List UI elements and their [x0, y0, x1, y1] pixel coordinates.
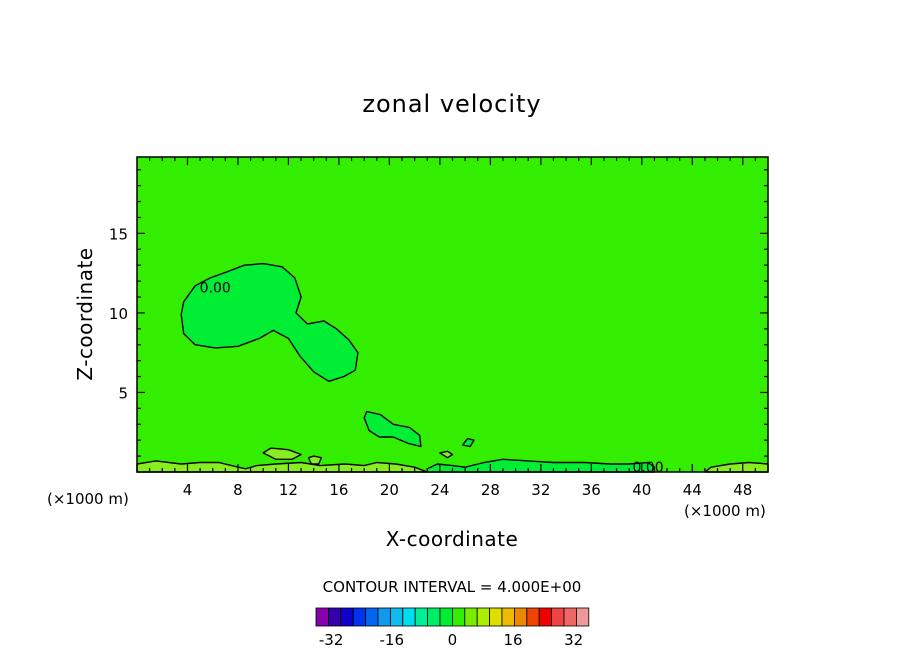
x-tick-label: 48 — [733, 481, 752, 499]
y-tick-label: 15 — [109, 225, 128, 243]
x-axis-title: X-coordinate — [386, 527, 519, 551]
colorbar-tick-label: 32 — [564, 631, 583, 649]
plot-area: 0.00 0.00 — [136, 156, 769, 476]
colorbar-swatch — [514, 607, 528, 627]
negative-region-upper-left — [180, 262, 359, 382]
colorbar-swatch — [327, 607, 342, 627]
negative-region-small — [461, 437, 475, 448]
positive-region-surface-left — [136, 460, 428, 473]
x-tick-label: 4 — [183, 481, 193, 499]
contour-value-label: 0.00 — [633, 460, 664, 476]
x-tick-label: 24 — [430, 481, 449, 499]
colorbar-swatch — [340, 607, 354, 627]
colorbar — [315, 607, 590, 627]
colorbar-swatch — [439, 607, 453, 627]
x-tick-label: 36 — [582, 481, 601, 499]
x-tick-label: 40 — [632, 481, 651, 499]
x-tick-label: 8 — [233, 481, 243, 499]
colorbar-swatch — [551, 607, 565, 627]
contour-interval-label: CONTOUR INTERVAL = 4.000E+00 — [323, 578, 582, 596]
x-unit-label-right: (×1000 m) — [684, 502, 766, 520]
colorbar-swatch — [563, 607, 577, 627]
colorbar-swatch — [451, 607, 466, 627]
y-tick-label: 10 — [109, 305, 128, 323]
x-tick-label: 44 — [683, 481, 702, 499]
colorbar-tick-label: 0 — [448, 631, 458, 649]
colorbar-swatch — [538, 607, 553, 627]
y-tick-labels: 5 10 15 — [109, 225, 128, 402]
colorbar-swatch — [489, 607, 503, 627]
x-tick-label: 16 — [329, 481, 348, 499]
colorbar-swatch — [576, 607, 590, 627]
colorbar-swatch — [365, 607, 379, 627]
colorbar-swatch — [427, 607, 441, 627]
x-tick-label: 28 — [481, 481, 500, 499]
colorbar-labels: -32 -16 0 16 32 — [319, 631, 583, 649]
x-unit-label-left: (×1000 m) — [47, 490, 129, 508]
x-tick-labels: 4 8 12 16 20 24 28 32 36 40 44 48 — [183, 481, 753, 499]
colorbar-swatch — [476, 607, 491, 627]
contour-label-layer: 0.00 0.00 — [200, 280, 664, 476]
positive-region-patch-c — [439, 450, 454, 459]
colorbar-swatch — [402, 607, 416, 627]
contour-value-label: 0.00 — [200, 280, 231, 296]
y-tick-label: 5 — [118, 384, 128, 402]
x-tick-label: 12 — [279, 481, 298, 499]
colorbar-swatch — [377, 607, 391, 627]
axis-ticks — [137, 157, 768, 472]
colorbar-swatch — [414, 607, 429, 627]
colorbar-swatch — [464, 607, 478, 627]
chart-title: zonal velocity — [362, 90, 541, 118]
colorbar-tick-label: 16 — [503, 631, 522, 649]
colorbar-swatch — [526, 607, 540, 627]
colorbar-swatch — [315, 607, 329, 627]
positive-region-patch-a — [262, 447, 302, 460]
colorbar-tick-label: -32 — [319, 631, 344, 649]
x-tick-label: 32 — [531, 481, 550, 499]
colorbar-swatch — [389, 607, 404, 627]
colorbar-tick-label: -16 — [380, 631, 405, 649]
colorbar-swatch — [352, 607, 367, 627]
colorbar-swatch — [501, 607, 515, 627]
negative-region-middle — [363, 410, 422, 448]
y-axis-title: Z-coordinate — [73, 247, 97, 380]
x-tick-label: 20 — [380, 481, 399, 499]
positive-region-patch-b — [307, 455, 322, 465]
